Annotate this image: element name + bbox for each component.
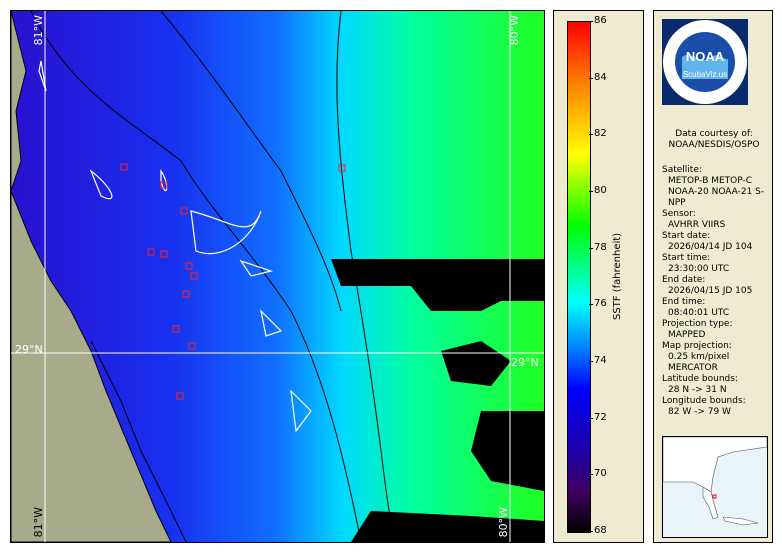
metadata-key: Start date:	[662, 231, 711, 241]
metadata-value: 2026/04/15 JD 105	[668, 286, 753, 296]
colorbar-tickmark	[589, 134, 593, 136]
colorbar-label: SSTF (fahrenheit)	[612, 232, 623, 320]
colorbar-tickmark	[589, 191, 593, 192]
metadata-value: 0.25 km/pixel MERCATOR	[668, 352, 730, 373]
metadata-key: Latitude bounds:	[662, 374, 738, 384]
contour-line	[160, 11, 342, 312]
metadata-key: End time:	[662, 297, 706, 307]
metadata-value: METOP-B METOP-C NOAA-20 NOAA-21 S-NPP	[668, 176, 765, 208]
sst-map[interactable]: 81°W 80°W 81°W 80°W 29°N 29°N	[10, 10, 545, 543]
metadata-value: AVHRR VIIRS	[668, 220, 726, 230]
locator-region-marker	[712, 494, 717, 499]
sst-map-canvas	[11, 11, 544, 542]
lat-label-left: 29°N	[15, 343, 43, 356]
colorbar-tick-label: 78	[594, 241, 607, 253]
svg-text:NOAA: NOAA	[686, 49, 725, 64]
colorbar-tick-label: 74	[594, 355, 607, 366]
colorbar-gradient	[567, 21, 591, 533]
colorbar-tickmark	[589, 474, 593, 476]
metadata-key: Projection type:	[662, 319, 733, 329]
metadata-key: Sensor:	[662, 209, 696, 219]
cloud-patch	[331, 259, 544, 311]
metadata-value: 08:40:01 UTC	[668, 308, 730, 318]
contour-line	[30, 11, 362, 542]
land-mass-north	[11, 11, 27, 192]
filament	[190, 210, 262, 255]
metadata-value: 2026/04/14 JD 104	[668, 242, 753, 252]
colorbar-tickmark	[589, 21, 593, 22]
colorbar-tickmark	[589, 361, 593, 362]
colorbar-tick-label: 86	[594, 15, 607, 26]
land-mass	[11, 190, 172, 542]
metadata-key: Longitude bounds:	[662, 396, 746, 406]
lon-label-top-left: 81°W	[32, 15, 45, 46]
noaa-logo-icon: NOAA ScubaViz.us	[663, 20, 747, 104]
lon-label-bottom-right: 80°W	[497, 507, 510, 538]
filament	[239, 259, 274, 277]
filament	[290, 389, 312, 433]
colorbar-tick-label: 72	[594, 411, 607, 423]
colorbar-tick-label: 80	[594, 185, 607, 196]
locator-map[interactable]	[662, 436, 768, 538]
metadata-key: Satellite:	[662, 165, 702, 175]
credit-line-1: Data courtesy of:	[675, 129, 753, 139]
filament	[38, 60, 47, 92]
colorbar-panel: 86 84 82 80 78 76 74 72 70 68 SSTF (fahrenheit)	[553, 10, 644, 543]
filament	[160, 169, 168, 192]
metadata-key: Map projection:	[662, 341, 732, 351]
contour-line	[336, 11, 397, 542]
credit-line-2: NOAA/NESDIS/OSPO	[668, 140, 760, 150]
barrier-island	[90, 340, 187, 542]
colorbar-tick-label: 82	[594, 128, 607, 140]
metadata-value: 23:30:00 UTC	[668, 264, 730, 274]
colorbar-tickmark	[589, 77, 593, 79]
colorbar-tickmark	[589, 531, 593, 532]
colorbar-tick-label: 70	[594, 468, 607, 480]
colorbar-tickmark	[589, 304, 593, 306]
lat-label-right: 29°N	[511, 356, 539, 369]
metadata-value: MAPPED	[668, 330, 706, 340]
lon-label-top-right: 80°W	[508, 15, 521, 46]
colorbar-tick-label: 76	[594, 298, 607, 310]
metadata-value: 82 W -> 79 W	[668, 407, 731, 417]
data-credit: Data courtesy of: NOAA/NESDIS/OSPO	[654, 129, 774, 151]
cloud-patch	[441, 341, 511, 386]
metadata-value: 28 N -> 31 N	[668, 385, 727, 395]
metadata-list: Satellite: METOP-B METOP-C NOAA-20 NOAA-2…	[662, 165, 770, 418]
info-panel: NOAA ScubaViz.us Data courtesy of: NOAA/…	[653, 10, 773, 543]
lon-label-bottom-left: 81°W	[32, 507, 45, 538]
metadata-key: Start time:	[662, 253, 711, 263]
colorbar-tickmark	[589, 247, 593, 249]
filament	[260, 309, 283, 337]
colorbar-tick-label: 84	[594, 71, 607, 83]
svg-text:ScubaViz.us: ScubaViz.us	[683, 70, 727, 79]
colorbar-tickmark	[589, 417, 593, 419]
cloud-patch	[471, 411, 544, 491]
cloud-patch	[351, 511, 544, 542]
noaa-logo: NOAA ScubaViz.us	[662, 19, 748, 105]
colorbar-tick-label: 68	[594, 525, 607, 536]
buoy-markers	[120, 163, 346, 400]
locator-map-canvas	[663, 437, 767, 526]
filament	[89, 169, 113, 200]
metadata-key: End date:	[662, 275, 706, 285]
